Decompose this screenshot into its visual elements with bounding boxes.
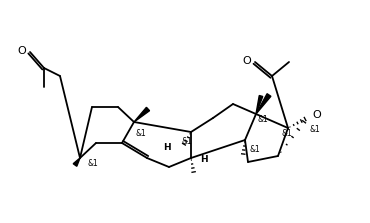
Text: O: O	[17, 46, 26, 56]
Text: &1: &1	[249, 145, 260, 155]
Text: &1: &1	[310, 126, 321, 134]
Polygon shape	[256, 94, 271, 114]
Text: O: O	[312, 110, 321, 120]
Text: &1: &1	[88, 159, 99, 169]
Text: &1: &1	[257, 116, 268, 124]
Polygon shape	[73, 158, 80, 166]
Text: &1: &1	[135, 128, 146, 138]
Polygon shape	[256, 95, 263, 114]
Polygon shape	[134, 107, 149, 122]
Text: H: H	[200, 155, 208, 165]
Text: H: H	[163, 143, 171, 153]
Text: &1: &1	[282, 128, 293, 138]
Text: O: O	[242, 56, 251, 66]
Text: &1: &1	[182, 138, 193, 147]
